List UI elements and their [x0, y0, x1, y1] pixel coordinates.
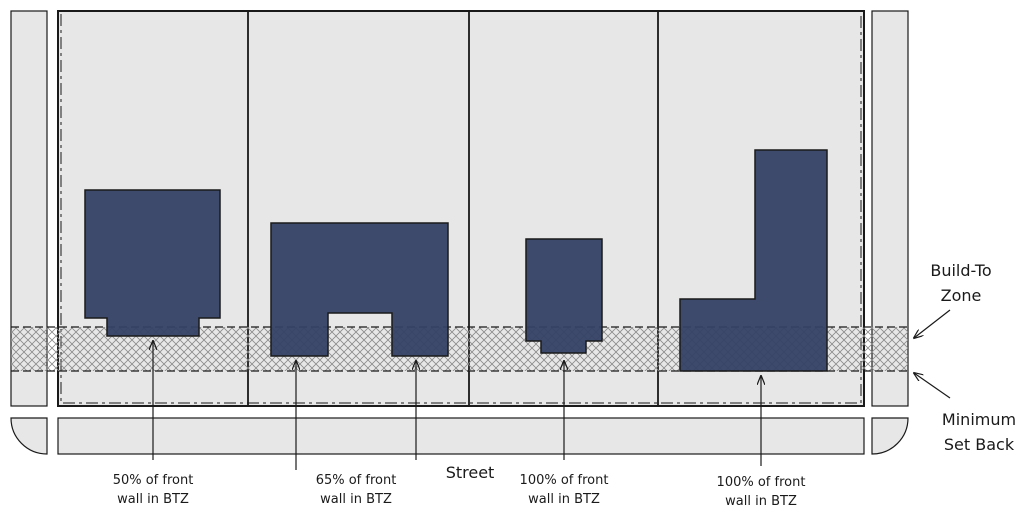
- right-curb-corner: [871, 417, 909, 455]
- building-lot-4: [679, 149, 828, 372]
- left-curb-corner: [10, 417, 48, 455]
- caption-lot-2-line2: wall in BTZ: [320, 492, 392, 507]
- caption-lot-1-line1: 50% of front: [113, 473, 194, 488]
- caption-lot-3-line1: 100% of front: [520, 473, 609, 488]
- caption-lot-4-line2: wall in BTZ: [725, 494, 797, 509]
- setback-arrow: [914, 373, 951, 399]
- setback-label-line1: Minimum: [942, 410, 1016, 429]
- btz-arrow: [914, 309, 951, 338]
- setback-label-line2: Set Back: [944, 435, 1015, 454]
- lot-setback-outline: [60, 10, 862, 404]
- building-lot-1: [84, 189, 221, 337]
- street-label: Street: [446, 463, 495, 482]
- building-lot-2: [270, 222, 449, 357]
- caption-lot-1-line2: wall in BTZ: [117, 492, 189, 507]
- btz-label-line2: Zone: [941, 286, 982, 305]
- caption-lot-3-line2: wall in BTZ: [528, 492, 600, 507]
- building-lot-3: [525, 238, 603, 354]
- btz-label-line1: Build-To: [930, 261, 991, 280]
- caption-lot-4-line1: 100% of front: [717, 475, 806, 490]
- caption-lot-2-line1: 65% of front: [316, 473, 397, 488]
- street-strip: [57, 417, 865, 455]
